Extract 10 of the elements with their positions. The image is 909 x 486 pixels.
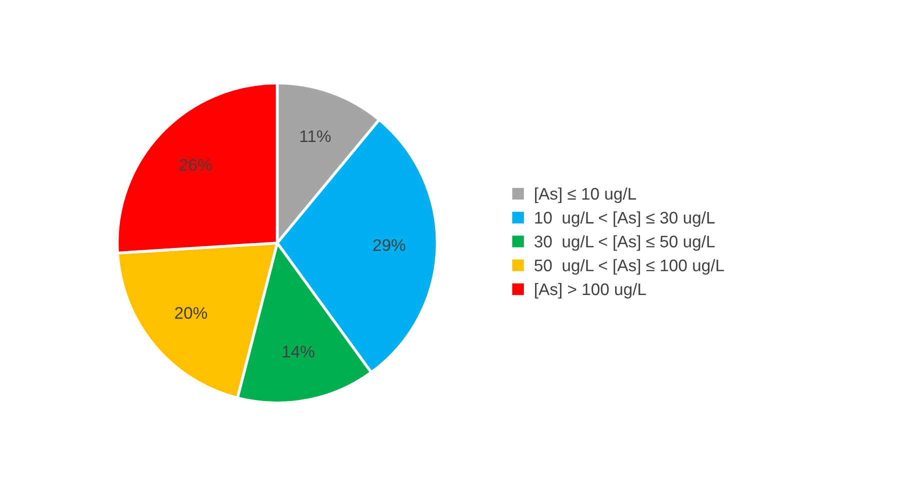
- data-label: 26%: [180, 159, 212, 171]
- legend-label: 30 ug/L < [As] ≤ 50 ug/L: [534, 235, 715, 251]
- legend-label: 50 ug/L < [As] ≤ 100 ug/L: [534, 259, 724, 275]
- data-label: 11%: [300, 130, 331, 142]
- legend-label: [As] ≤ 10 ug/L: [535, 187, 636, 204]
- data-label: 29%: [373, 239, 406, 251]
- legend-label: [As] > 100 ug/L: [535, 282, 646, 299]
- data-label: 14%: [282, 346, 314, 358]
- legend-label: 10 ug/L < [As] ≤ 30 ug/L: [535, 211, 715, 227]
- data-label: 20%: [175, 307, 208, 319]
